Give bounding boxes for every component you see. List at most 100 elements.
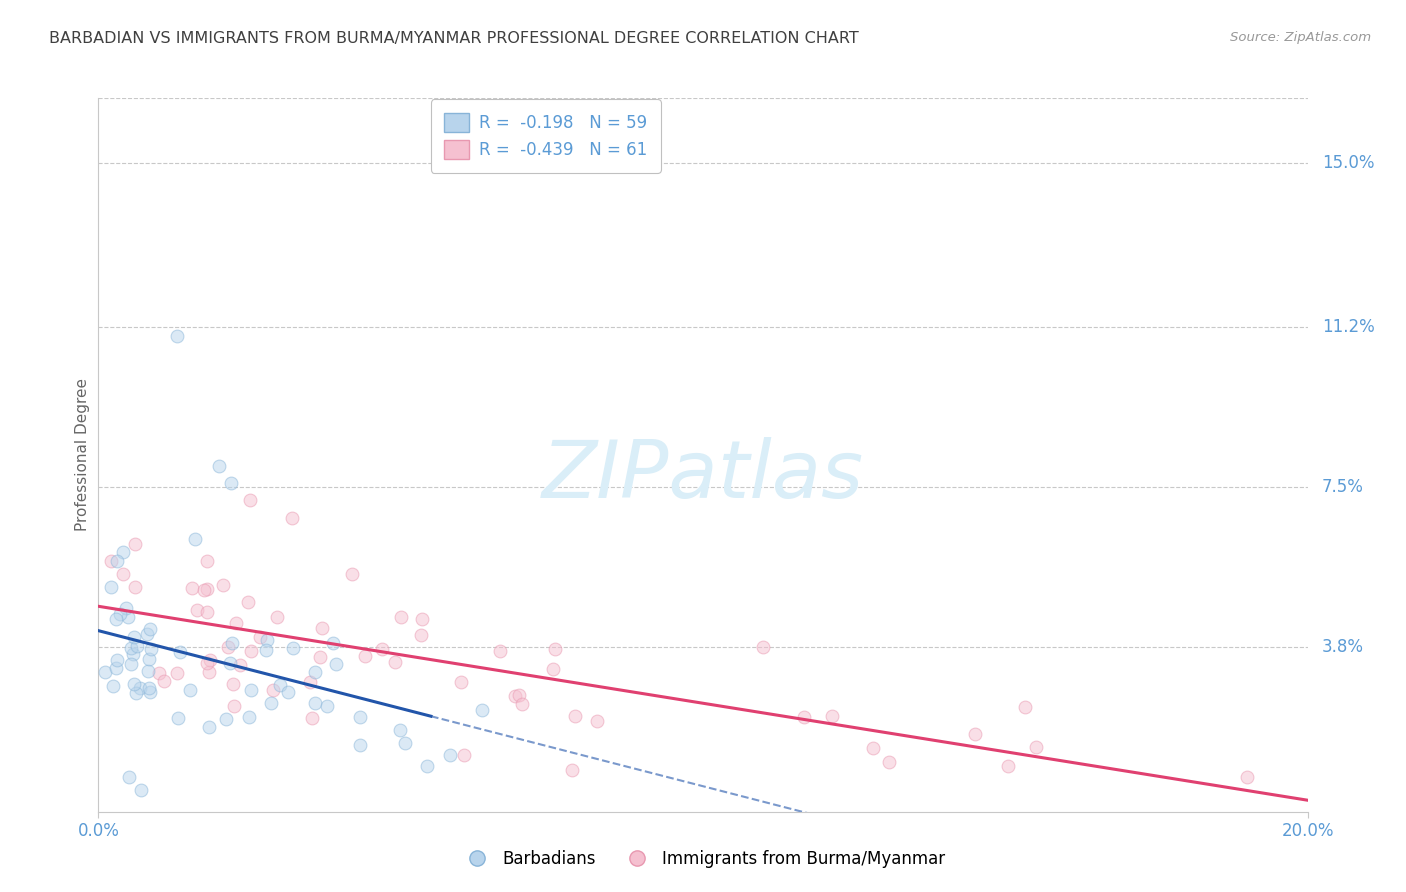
Point xyxy=(101,679,124,693)
Point xyxy=(221,476,243,491)
Y-axis label: Professional Degree: Professional Degree xyxy=(75,378,90,532)
Point xyxy=(1014,700,1036,714)
Point xyxy=(105,554,128,568)
Point xyxy=(564,708,586,723)
Point xyxy=(184,533,207,547)
Point xyxy=(152,673,174,688)
Point xyxy=(371,641,394,656)
Text: ZIPatlas: ZIPatlas xyxy=(541,437,865,516)
Point xyxy=(186,603,208,617)
Point xyxy=(139,622,162,636)
Point xyxy=(752,640,775,655)
Point xyxy=(508,688,530,702)
Point xyxy=(388,723,411,737)
Point xyxy=(561,764,583,778)
Point xyxy=(269,678,291,692)
Point xyxy=(122,677,145,691)
Point xyxy=(411,611,433,625)
Point xyxy=(208,458,231,473)
Point xyxy=(105,661,128,675)
Legend: Barbadians, Immigrants from Burma/Myanmar: Barbadians, Immigrants from Burma/Myanma… xyxy=(454,844,952,875)
Point xyxy=(122,631,145,645)
Point xyxy=(543,641,565,656)
Point xyxy=(135,627,157,641)
Point xyxy=(236,595,259,609)
Point xyxy=(129,783,152,797)
Point xyxy=(260,696,283,710)
Point xyxy=(585,714,607,729)
Point xyxy=(148,666,170,681)
Point xyxy=(453,747,475,762)
Point xyxy=(200,653,222,667)
Point xyxy=(138,681,160,696)
Point xyxy=(212,578,235,592)
Point xyxy=(311,621,333,635)
Point xyxy=(166,666,188,681)
Text: 7.5%: 7.5% xyxy=(1322,478,1364,496)
Point xyxy=(503,689,526,703)
Point xyxy=(120,657,142,672)
Point xyxy=(94,665,117,679)
Point xyxy=(124,686,146,700)
Point xyxy=(117,610,139,624)
Point xyxy=(238,710,260,724)
Point xyxy=(122,647,145,661)
Point xyxy=(110,607,132,621)
Text: 11.2%: 11.2% xyxy=(1322,318,1375,336)
Point xyxy=(304,696,326,710)
Point xyxy=(195,656,218,670)
Point xyxy=(325,657,347,671)
Point xyxy=(354,648,377,663)
Point xyxy=(415,759,437,773)
Point xyxy=(100,580,122,594)
Point xyxy=(129,681,152,695)
Point xyxy=(450,675,472,690)
Point xyxy=(121,640,143,655)
Point xyxy=(198,665,221,680)
Text: 15.0%: 15.0% xyxy=(1322,154,1375,172)
Point xyxy=(1236,770,1258,784)
Point xyxy=(139,642,162,657)
Point xyxy=(510,697,533,711)
Point xyxy=(349,710,371,724)
Point xyxy=(299,675,322,690)
Point xyxy=(304,665,326,679)
Text: BARBADIAN VS IMMIGRANTS FROM BURMA/MYANMAR PROFESSIONAL DEGREE CORRELATION CHART: BARBADIAN VS IMMIGRANTS FROM BURMA/MYANM… xyxy=(49,31,859,46)
Point xyxy=(198,720,221,734)
Point xyxy=(281,510,304,524)
Point xyxy=(862,741,884,756)
Point xyxy=(118,770,141,784)
Point xyxy=(1024,739,1046,754)
Point xyxy=(114,601,136,615)
Point xyxy=(254,643,277,657)
Point xyxy=(193,583,215,598)
Point xyxy=(111,545,134,559)
Point xyxy=(965,727,987,741)
Point xyxy=(471,703,494,717)
Point xyxy=(166,329,188,343)
Point xyxy=(195,554,218,568)
Point xyxy=(439,747,461,762)
Point xyxy=(240,644,263,658)
Point xyxy=(180,581,202,595)
Point xyxy=(266,610,288,624)
Point xyxy=(349,739,371,753)
Point xyxy=(301,711,323,725)
Point xyxy=(124,536,146,550)
Point xyxy=(262,682,284,697)
Point xyxy=(221,636,243,650)
Point xyxy=(219,656,242,670)
Text: 3.8%: 3.8% xyxy=(1322,639,1364,657)
Point xyxy=(127,639,149,653)
Point xyxy=(239,493,262,508)
Point xyxy=(316,699,339,714)
Point xyxy=(997,759,1019,773)
Point xyxy=(195,605,218,619)
Point xyxy=(277,685,299,699)
Point xyxy=(166,711,188,725)
Point xyxy=(222,677,245,691)
Point xyxy=(249,630,271,644)
Point xyxy=(179,683,201,698)
Point xyxy=(384,655,406,669)
Point xyxy=(224,699,246,714)
